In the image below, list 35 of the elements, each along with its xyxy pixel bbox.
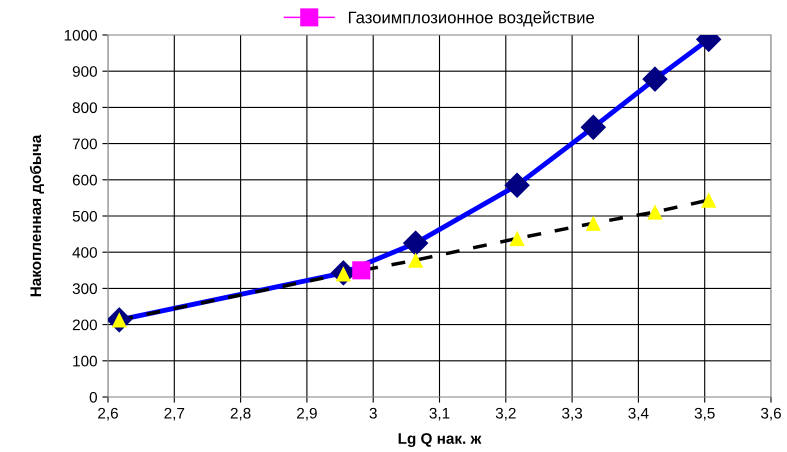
y-tick-label: 300 [72, 283, 97, 294]
x-tick-label: 3 [370, 408, 377, 419]
point [352, 261, 370, 280]
x-tick-label: 3,2 [496, 408, 516, 420]
point [509, 230, 525, 246]
y-tick-label: 100 [73, 356, 97, 366]
y-tick-label: 800 [72, 102, 97, 114]
point [580, 114, 606, 140]
x-tick-label: 2,9 [297, 408, 317, 420]
x-tick-label: 2,6 [98, 408, 118, 420]
y-tick-label: 1000 [64, 30, 97, 41]
y-tick-label: 400 [72, 247, 97, 258]
y-tick-label: 200 [72, 319, 97, 330]
x-tick-label: 3,3 [562, 408, 582, 420]
point [647, 204, 663, 220]
y-tick-label: 500 [72, 210, 97, 222]
y-tick-label: 600 [72, 174, 97, 186]
y-tick-label: 0 [90, 392, 97, 403]
point [408, 252, 424, 268]
x-tick-label: 3,1 [429, 408, 450, 420]
legend-label: Газоимплозионное воздействие [348, 10, 594, 27]
x-tick-label: 2,8 [230, 408, 251, 420]
x-tick-label: 2,7 [164, 408, 184, 420]
x-tick-label: 3,5 [694, 408, 715, 420]
point [701, 192, 716, 208]
x-axis-title: Lg Q нак. ж [398, 433, 482, 448]
x-tick-label: 3,4 [628, 408, 649, 420]
point [402, 230, 428, 256]
point [586, 216, 601, 231]
y-tick-label: 900 [72, 66, 97, 77]
y-tick-label: 700 [72, 138, 97, 150]
point [642, 66, 668, 92]
x-tick-label: 3,6 [760, 408, 781, 420]
point [504, 172, 530, 198]
y-axis-title: Накопленная добыча [30, 134, 44, 296]
